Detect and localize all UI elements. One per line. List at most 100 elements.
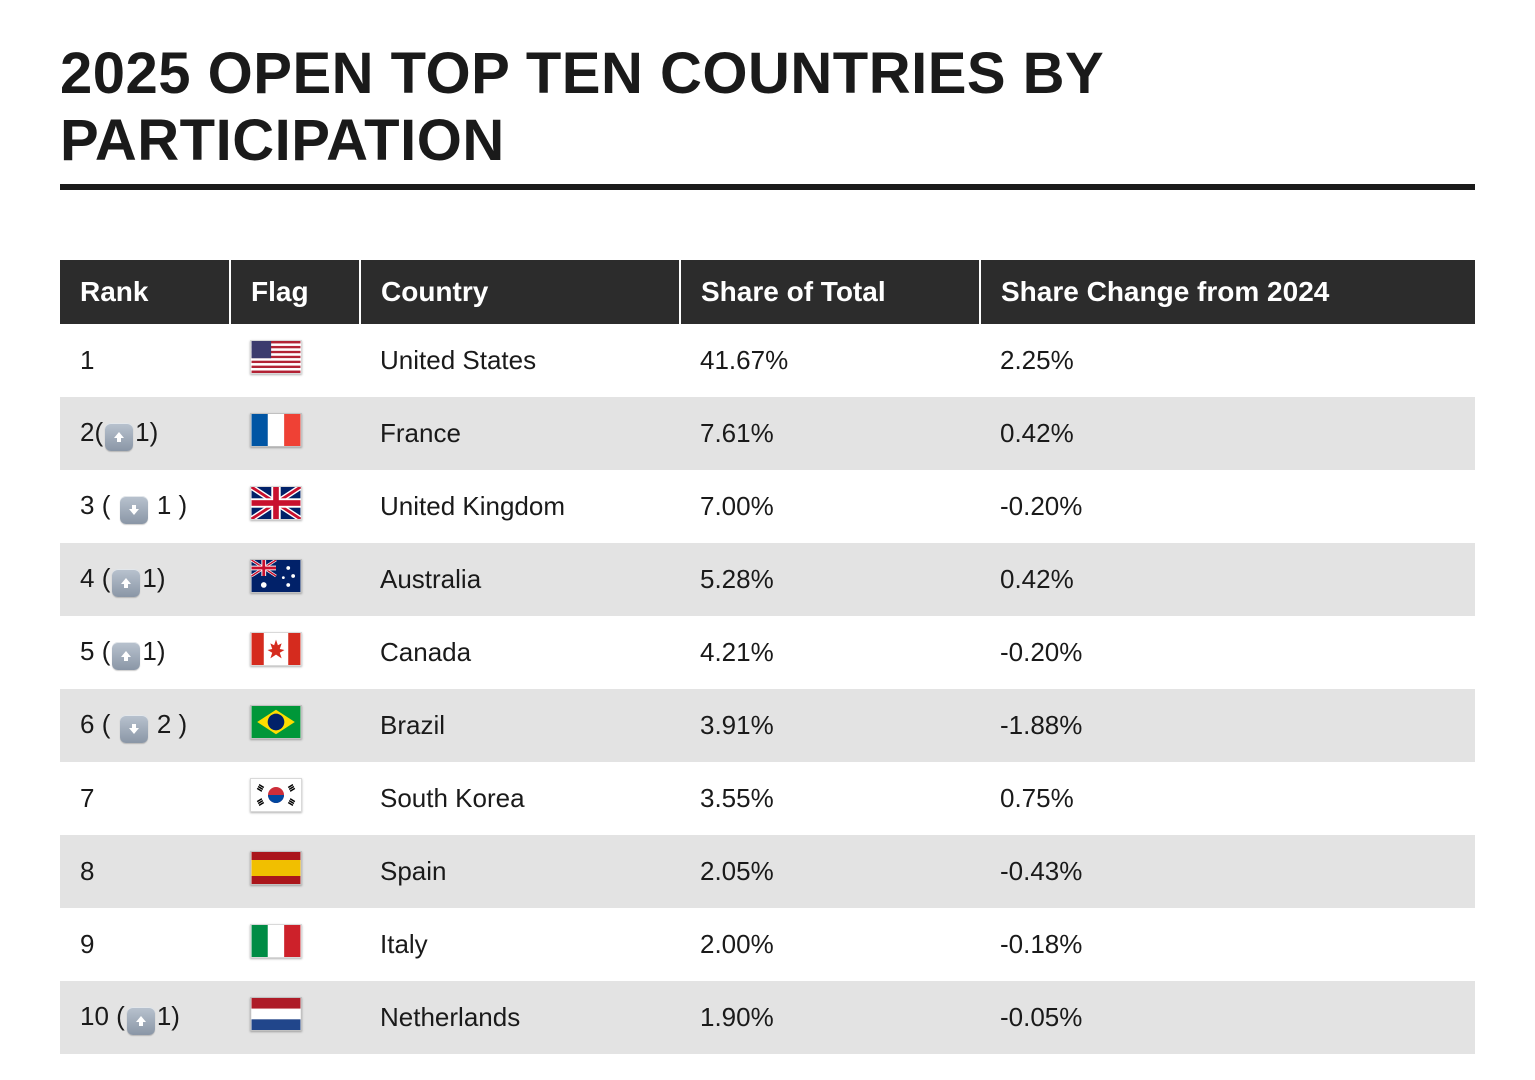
table-row: 5 (1) Canada4.21%-0.20% (60, 616, 1475, 689)
flag-es-icon (250, 851, 302, 885)
countries-table: Rank Flag Country Share of Total Share C… (60, 260, 1475, 1054)
rank-number: 8 (80, 856, 94, 886)
cell-rank: 3 ( 1 ) (60, 470, 230, 543)
page-title: 2025 OPEN TOP TEN COUNTRIES BY PARTICIPA… (60, 40, 1475, 174)
col-rank: Rank (60, 260, 230, 324)
rank-up-icon (127, 1007, 155, 1035)
cell-change: -0.18% (980, 908, 1475, 981)
rank-move: (1) (102, 563, 166, 593)
cell-country: Spain (360, 835, 680, 908)
table-row: 3 ( 1 ) United Kingdom7.00%-0.20% (60, 470, 1475, 543)
cell-flag (230, 762, 360, 835)
cell-flag (230, 616, 360, 689)
flag-au-icon (250, 559, 302, 593)
table-header: Rank Flag Country Share of Total Share C… (60, 260, 1475, 324)
rank-move: (1) (94, 417, 158, 447)
rank-move: ( 2 ) (102, 709, 187, 739)
cell-flag (230, 835, 360, 908)
rank-up-icon (112, 569, 140, 597)
cell-change: 0.42% (980, 397, 1475, 470)
table-row: 10 (1) Netherlands1.90%-0.05% (60, 981, 1475, 1054)
cell-country: South Korea (360, 762, 680, 835)
table-body: 1 United States41.67%2.25% 2(1) France7.61%… (60, 324, 1475, 1054)
col-change: Share Change from 2024 (980, 260, 1475, 324)
cell-rank: 5 (1) (60, 616, 230, 689)
flag-it-icon (250, 924, 302, 958)
cell-change: 0.42% (980, 543, 1475, 616)
cell-change: -0.20% (980, 616, 1475, 689)
table-row: 6 ( 2 ) Brazil3.91%-1.88% (60, 689, 1475, 762)
cell-flag (230, 689, 360, 762)
cell-share: 1.90% (680, 981, 980, 1054)
cell-rank: 2(1) (60, 397, 230, 470)
cell-flag (230, 981, 360, 1054)
flag-us-icon (250, 340, 302, 374)
cell-country: Australia (360, 543, 680, 616)
cell-flag (230, 470, 360, 543)
table-row: 8 Spain2.05%-0.43% (60, 835, 1475, 908)
cell-country: France (360, 397, 680, 470)
rank-number: 3 (80, 490, 94, 520)
rank-up-icon (112, 642, 140, 670)
table-row: 4 (1) Australia5.28%0.42% (60, 543, 1475, 616)
rank-number: 6 (80, 709, 94, 739)
col-country: Country (360, 260, 680, 324)
table-row: 1 United States41.67%2.25% (60, 324, 1475, 397)
cell-change: -0.05% (980, 981, 1475, 1054)
cell-share: 3.91% (680, 689, 980, 762)
rank-down-icon (120, 496, 148, 524)
cell-share: 7.00% (680, 470, 980, 543)
cell-share: 2.05% (680, 835, 980, 908)
col-flag: Flag (230, 260, 360, 324)
rank-move: (1) (116, 1001, 180, 1031)
flag-gb-icon (250, 486, 302, 520)
rank-up-icon (105, 423, 133, 451)
page: 2025 OPEN TOP TEN COUNTRIES BY PARTICIPA… (0, 0, 1535, 1080)
cell-rank: 1 (60, 324, 230, 397)
cell-rank: 4 (1) (60, 543, 230, 616)
rank-number: 5 (80, 636, 94, 666)
cell-share: 5.28% (680, 543, 980, 616)
cell-change: -0.43% (980, 835, 1475, 908)
cell-country: United Kingdom (360, 470, 680, 543)
cell-country: Italy (360, 908, 680, 981)
cell-flag (230, 397, 360, 470)
rank-number: 1 (80, 345, 94, 375)
cell-share: 7.61% (680, 397, 980, 470)
cell-country: Canada (360, 616, 680, 689)
table-row: 7 South Korea3.55%0.75% (60, 762, 1475, 835)
flag-nl-icon (250, 997, 302, 1031)
flag-fr-icon (250, 413, 302, 447)
cell-change: 0.75% (980, 762, 1475, 835)
rank-move: ( 1 ) (102, 490, 187, 520)
cell-country: Netherlands (360, 981, 680, 1054)
cell-change: -0.20% (980, 470, 1475, 543)
rank-number: 4 (80, 563, 94, 593)
cell-country: United States (360, 324, 680, 397)
cell-flag (230, 908, 360, 981)
cell-change: -1.88% (980, 689, 1475, 762)
col-share: Share of Total (680, 260, 980, 324)
rank-number: 9 (80, 929, 94, 959)
rank-down-icon (120, 715, 148, 743)
flag-br-icon (250, 705, 302, 739)
cell-share: 41.67% (680, 324, 980, 397)
cell-change: 2.25% (980, 324, 1475, 397)
rank-number: 7 (80, 783, 94, 813)
cell-flag (230, 324, 360, 397)
table-row: 2(1) France7.61%0.42% (60, 397, 1475, 470)
flag-ca-icon (250, 632, 302, 666)
rank-move: (1) (102, 636, 166, 666)
table-row: 9 Italy2.00%-0.18% (60, 908, 1475, 981)
cell-rank: 7 (60, 762, 230, 835)
cell-flag (230, 543, 360, 616)
cell-rank: 10 (1) (60, 981, 230, 1054)
cell-rank: 8 (60, 835, 230, 908)
cell-country: Brazil (360, 689, 680, 762)
cell-share: 4.21% (680, 616, 980, 689)
cell-share: 3.55% (680, 762, 980, 835)
cell-rank: 9 (60, 908, 230, 981)
cell-share: 2.00% (680, 908, 980, 981)
title-rule (60, 184, 1475, 190)
cell-rank: 6 ( 2 ) (60, 689, 230, 762)
